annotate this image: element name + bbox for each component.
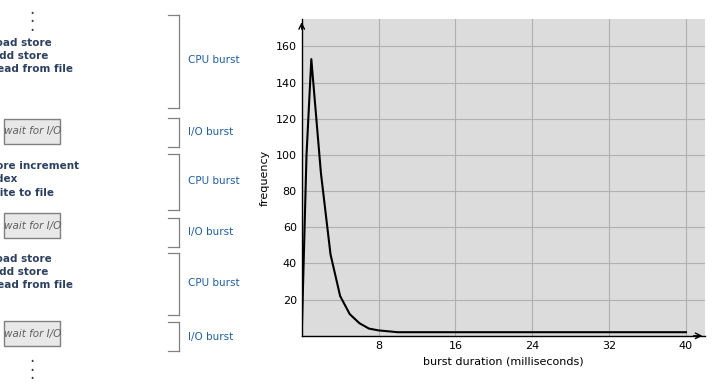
Text: I/O burst: I/O burst <box>188 127 233 137</box>
Text: ·: · <box>30 14 35 31</box>
Text: I/O burst: I/O burst <box>188 332 233 342</box>
Text: CPU burst: CPU burst <box>188 278 239 288</box>
Text: ·: · <box>30 5 35 22</box>
Text: ·: · <box>30 370 35 386</box>
Text: load store
add store
read from file: load store add store read from file <box>0 254 73 290</box>
Text: I/O burst: I/O burst <box>188 227 233 237</box>
Text: load store
add store
read from file: load store add store read from file <box>0 38 73 74</box>
X-axis label: burst duration (milliseconds): burst duration (milliseconds) <box>423 356 584 366</box>
FancyBboxPatch shape <box>4 321 60 347</box>
Y-axis label: frequency: frequency <box>260 149 270 206</box>
Text: wait for I/O: wait for I/O <box>4 221 61 231</box>
Text: wait for I/O: wait for I/O <box>4 126 61 136</box>
Text: ·: · <box>30 362 35 379</box>
Text: ·: · <box>30 353 35 371</box>
Text: CPU burst: CPU burst <box>188 176 239 186</box>
FancyBboxPatch shape <box>4 119 60 144</box>
FancyBboxPatch shape <box>4 213 60 239</box>
Text: ·: · <box>30 22 35 40</box>
Text: CPU burst: CPU burst <box>188 55 239 65</box>
Text: wait for I/O: wait for I/O <box>4 329 61 339</box>
Text: store increment
index
write to file: store increment index write to file <box>0 161 79 198</box>
